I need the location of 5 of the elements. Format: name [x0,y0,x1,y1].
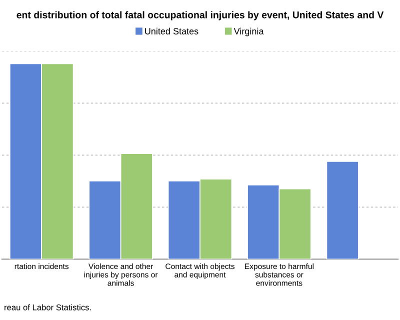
bar [326,161,359,260]
text: reau of Labor Statistics. [4,304,91,310]
chart-title: ent distribution of total fatal occupational injuries by event, United States and V [16,11,384,20]
legend-label: United States [145,28,198,34]
legend-label: Virginia [234,28,264,36]
